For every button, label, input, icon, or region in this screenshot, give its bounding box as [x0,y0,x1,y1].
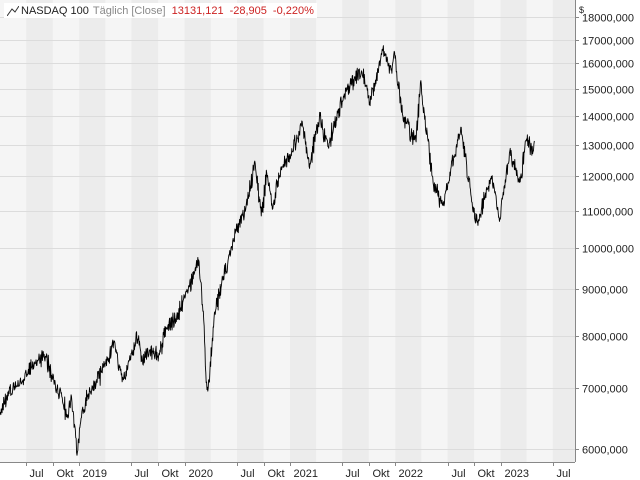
period-band [447,0,475,462]
price-type-label: [Close] [131,4,166,17]
price-change: -28,905 [229,4,267,17]
x-tick-label: 2020 [189,468,213,480]
y-tick-label: 12000,000 [582,172,634,184]
x-tick-label: Jul [30,468,44,480]
x-tick-label: 2021 [294,468,318,480]
currency-label: $ [579,5,585,15]
x-tick-label: 2023 [505,468,529,480]
x-tick-label: Okt [373,468,390,480]
x-tick-label: Jul [346,468,360,480]
last-price: 13131,121 [171,4,224,17]
interval-label: Täglich [92,4,129,17]
y-tick-label: 15000,000 [582,85,634,97]
period-band [342,0,369,462]
y-tick-label: 18000,000 [582,13,634,25]
period-band [79,0,106,462]
period-band [500,0,527,462]
x-tick-label: Okt [268,468,285,480]
period-band [237,0,264,462]
series-line-nasdaq-100 [0,45,535,456]
x-tick-label: Okt [478,468,495,480]
period-band [26,0,53,462]
y-tick-label: 10000,000 [582,244,634,256]
y-tick-label: 11000,000 [582,207,633,219]
period-band [131,0,159,462]
y-tick-label: 9000,000 [582,285,628,297]
y-axis: 6000,000 7000,000 8000,000 9000,000 10000,00… [575,13,634,457]
period-band [290,0,317,462]
y-tick-label: 6000,000 [582,445,628,457]
y-tick-label: 16000,000 [582,59,634,71]
x-tick-label: 2022 [399,468,423,480]
x-tick-label: Jul [241,468,255,480]
x-axis: Jul Okt 2019 Jul Okt 2020 Jul Okt 2021 Jul Okt 2022… [26,462,571,480]
period-band [552,0,575,462]
x-tick-label: Jul [135,468,149,480]
line-chart-icon [7,5,19,16]
symbol-label: NASDAQ 100 [21,4,89,17]
y-tick-label: 14000,000 [582,112,634,124]
period-band [184,0,211,462]
price-change-percent: -0,220% [272,4,314,17]
y-tick-label: 7000,000 [582,384,628,396]
x-tick-label: Jul [557,468,571,480]
x-tick-label: Okt [162,468,179,480]
x-tick-label: Jul [452,468,466,480]
x-tick-label: 2019 [83,468,107,480]
series-layer [0,45,535,456]
period-bands [26,0,575,462]
x-tick-label: Okt [57,468,74,480]
y-tick-label: 13000,000 [582,141,634,153]
chart-legend: NASDAQ 100 Täglich [Close] 13131,121 -28… [4,3,317,18]
y-tick-label: 17000,000 [582,36,634,48]
y-tick-label: 8000,000 [582,332,628,344]
period-band [395,0,422,462]
